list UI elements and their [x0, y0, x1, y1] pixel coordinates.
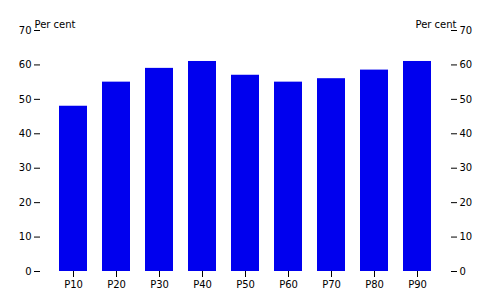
- svg-text:40: 40: [19, 128, 32, 139]
- svg-text:P30: P30: [150, 279, 169, 290]
- svg-text:30: 30: [460, 162, 473, 173]
- svg-text:30: 30: [19, 162, 32, 173]
- svg-text:20: 20: [19, 197, 32, 208]
- svg-text:40: 40: [460, 128, 473, 139]
- svg-text:60: 60: [19, 59, 32, 70]
- svg-text:Per cent: Per cent: [415, 19, 456, 30]
- svg-text:P80: P80: [365, 279, 384, 290]
- svg-text:P40: P40: [193, 279, 212, 290]
- svg-text:0: 0: [25, 266, 31, 277]
- svg-text:P20: P20: [107, 279, 126, 290]
- svg-text:P70: P70: [322, 279, 341, 290]
- svg-text:P90: P90: [408, 279, 427, 290]
- svg-text:70: 70: [460, 25, 473, 36]
- svg-text:Per cent: Per cent: [35, 19, 76, 30]
- svg-text:50: 50: [19, 94, 32, 105]
- svg-text:P10: P10: [64, 279, 83, 290]
- svg-text:60: 60: [460, 59, 473, 70]
- svg-text:10: 10: [19, 231, 32, 242]
- svg-text:0: 0: [460, 266, 466, 277]
- svg-text:10: 10: [460, 231, 473, 242]
- svg-text:50: 50: [460, 94, 473, 105]
- svg-text:70: 70: [19, 25, 32, 36]
- svg-text:20: 20: [460, 197, 473, 208]
- svg-text:P50: P50: [236, 279, 255, 290]
- svg-text:P60: P60: [279, 279, 298, 290]
